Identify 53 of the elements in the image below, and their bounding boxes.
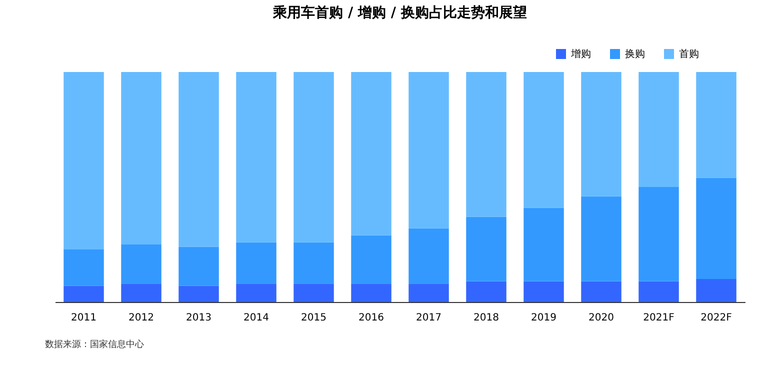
- bar: [408, 72, 449, 228]
- bar: [178, 72, 219, 247]
- bar: [696, 178, 736, 279]
- bar: [64, 72, 104, 250]
- bar: [178, 286, 219, 302]
- x-tick-label: 2018: [474, 312, 499, 324]
- bar: [408, 228, 449, 284]
- bar: [638, 187, 679, 282]
- source-note: 数据来源：国家信息中心: [45, 339, 144, 350]
- x-tick-label: 2016: [358, 312, 384, 324]
- legend-label: 增购: [570, 48, 591, 60]
- x-tick-label: 2012: [128, 312, 154, 324]
- bar: [64, 286, 104, 302]
- bar: [581, 281, 622, 302]
- x-tick-label: 2014: [244, 312, 269, 324]
- bar: [294, 284, 334, 302]
- bar: [638, 72, 679, 187]
- bar: [351, 235, 392, 284]
- x-tick-label: 2015: [301, 312, 326, 324]
- bar: [638, 281, 679, 302]
- bar: [178, 246, 219, 286]
- bar: [351, 72, 392, 236]
- x-tick-label: 2013: [186, 312, 212, 324]
- bar: [524, 208, 564, 282]
- legend-label: 首购: [679, 48, 699, 60]
- x-tick-label: 2019: [531, 312, 556, 324]
- x-tick-label: 2020: [588, 312, 614, 324]
- bar: [64, 249, 104, 286]
- bar: [581, 72, 622, 196]
- bar: [466, 72, 506, 217]
- bar: [466, 281, 506, 302]
- bar: [581, 196, 622, 282]
- bar: [408, 284, 449, 302]
- bar: [294, 242, 334, 284]
- bar: [121, 72, 162, 244]
- bar: [294, 72, 334, 242]
- x-tick-label: 2017: [416, 312, 442, 324]
- bar: [524, 72, 564, 208]
- bar: [236, 72, 276, 242]
- bar: [121, 244, 162, 284]
- bar: [466, 216, 506, 282]
- x-tick-label: 2022F: [700, 312, 732, 324]
- bar: [121, 284, 162, 302]
- bar: [524, 281, 564, 302]
- bar: [236, 284, 276, 302]
- bar: [351, 284, 392, 302]
- x-tick-label: 2011: [71, 312, 96, 324]
- bar: [696, 72, 736, 178]
- bar: [696, 279, 736, 302]
- chart-title: 乘用车首购 / 增购 / 换购占比走势和展望: [272, 4, 527, 21]
- bar: [236, 242, 276, 284]
- legend-label: 换购: [625, 48, 645, 60]
- x-tick-label: 2021F: [643, 312, 675, 324]
